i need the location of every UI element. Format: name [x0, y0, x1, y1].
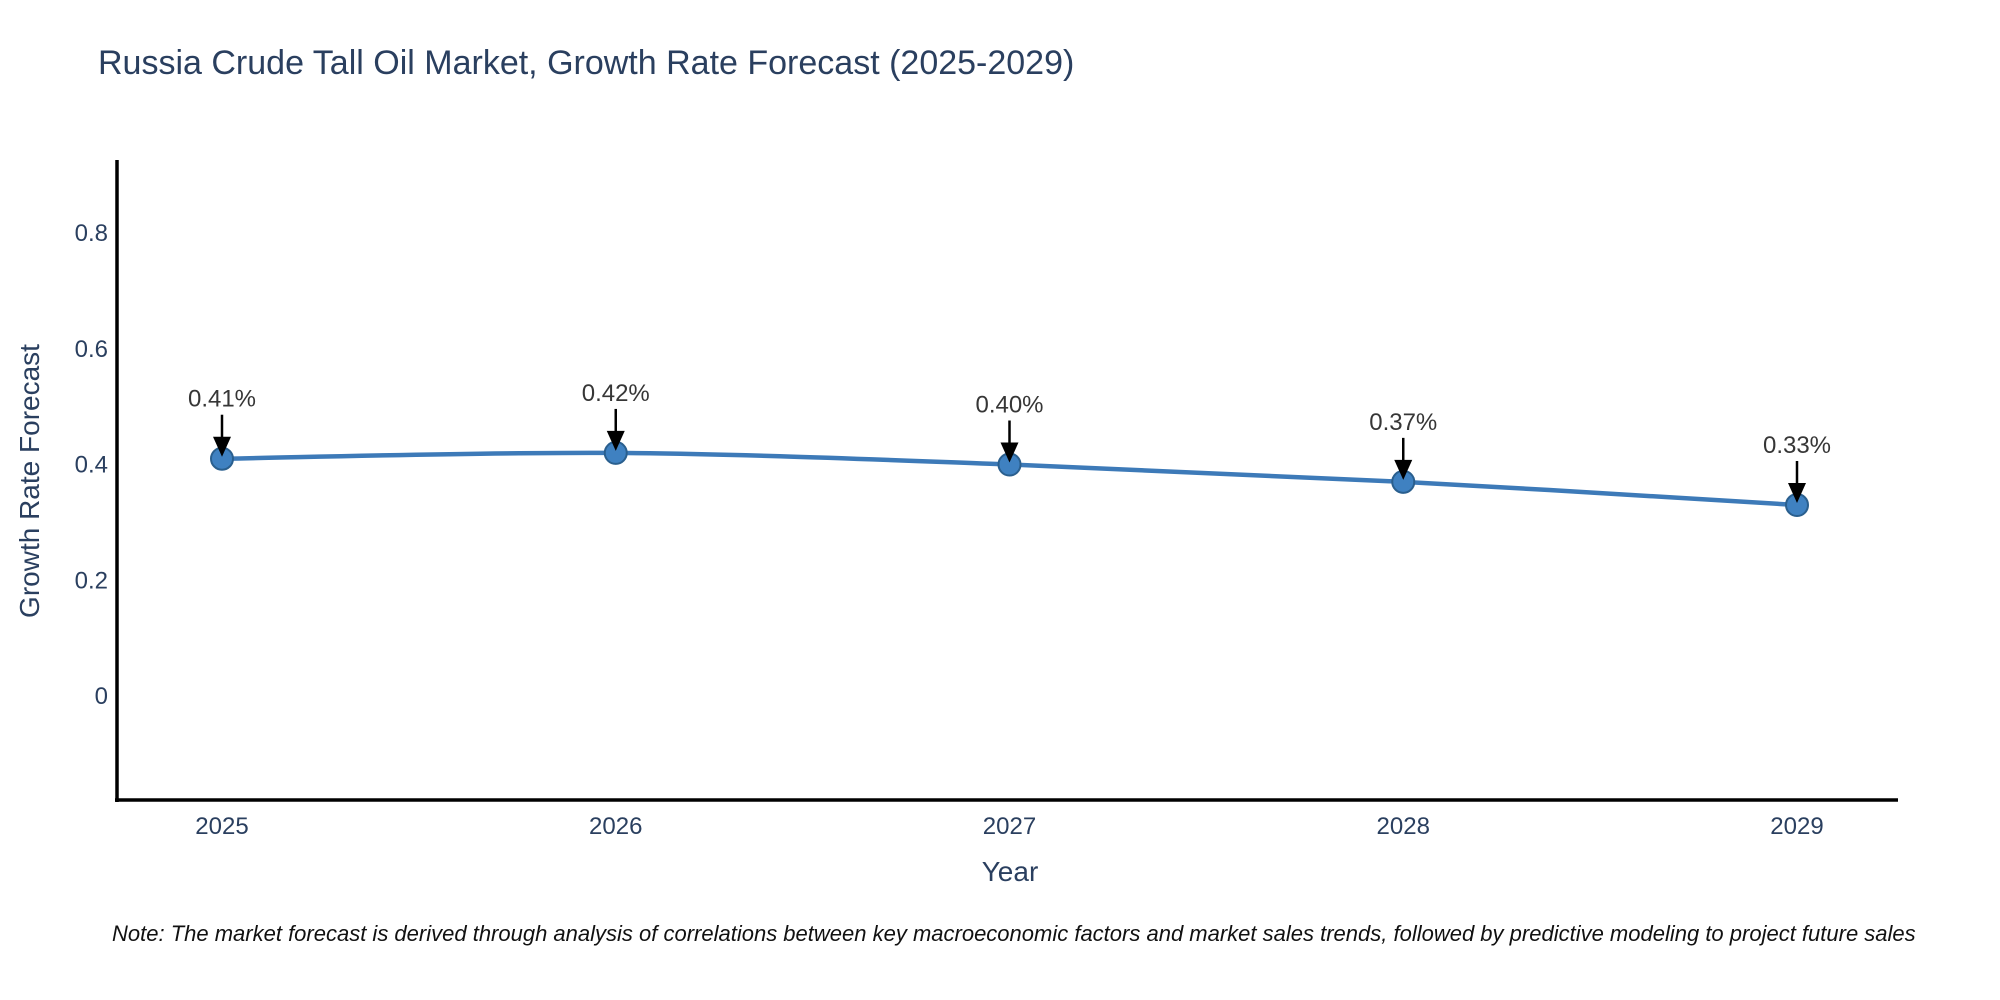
y-tick-label: 0 [95, 683, 108, 710]
point-annotation-label: 0.41% [188, 386, 256, 413]
chart-title: Russia Crude Tall Oil Market, Growth Rat… [98, 44, 1075, 82]
x-tick-label: 2027 [983, 813, 1036, 840]
x-tick-label: 2025 [195, 813, 248, 840]
point-annotation-label: 0.33% [1763, 432, 1831, 459]
y-axis-title-text: Growth Rate Forecast [14, 344, 45, 618]
annotation-arrow-head [1394, 459, 1413, 480]
annotation-arrow-head [606, 430, 625, 451]
annotation-arrow-head [1788, 483, 1806, 504]
x-tick-label: 2028 [1377, 813, 1430, 840]
x-tick-label: 2026 [589, 813, 642, 840]
annotation-arrow-head [1000, 442, 1019, 463]
point-annotation-label: 0.40% [975, 392, 1043, 419]
x-tick-label: 2029 [1770, 813, 1823, 840]
y-tick-label: 0.6 [75, 336, 108, 363]
y-tick-label: 0.2 [75, 567, 108, 594]
point-annotation-label: 0.42% [582, 380, 650, 407]
point-annotation-label: 0.37% [1369, 409, 1437, 436]
x-axis-title: Year [981, 856, 1039, 887]
y-tick-label: 0.8 [75, 220, 108, 247]
annotation-arrow-head [213, 436, 231, 457]
footnote: Note: The market forecast is derived thr… [112, 921, 1916, 946]
y-tick-label: 0.4 [75, 452, 108, 479]
